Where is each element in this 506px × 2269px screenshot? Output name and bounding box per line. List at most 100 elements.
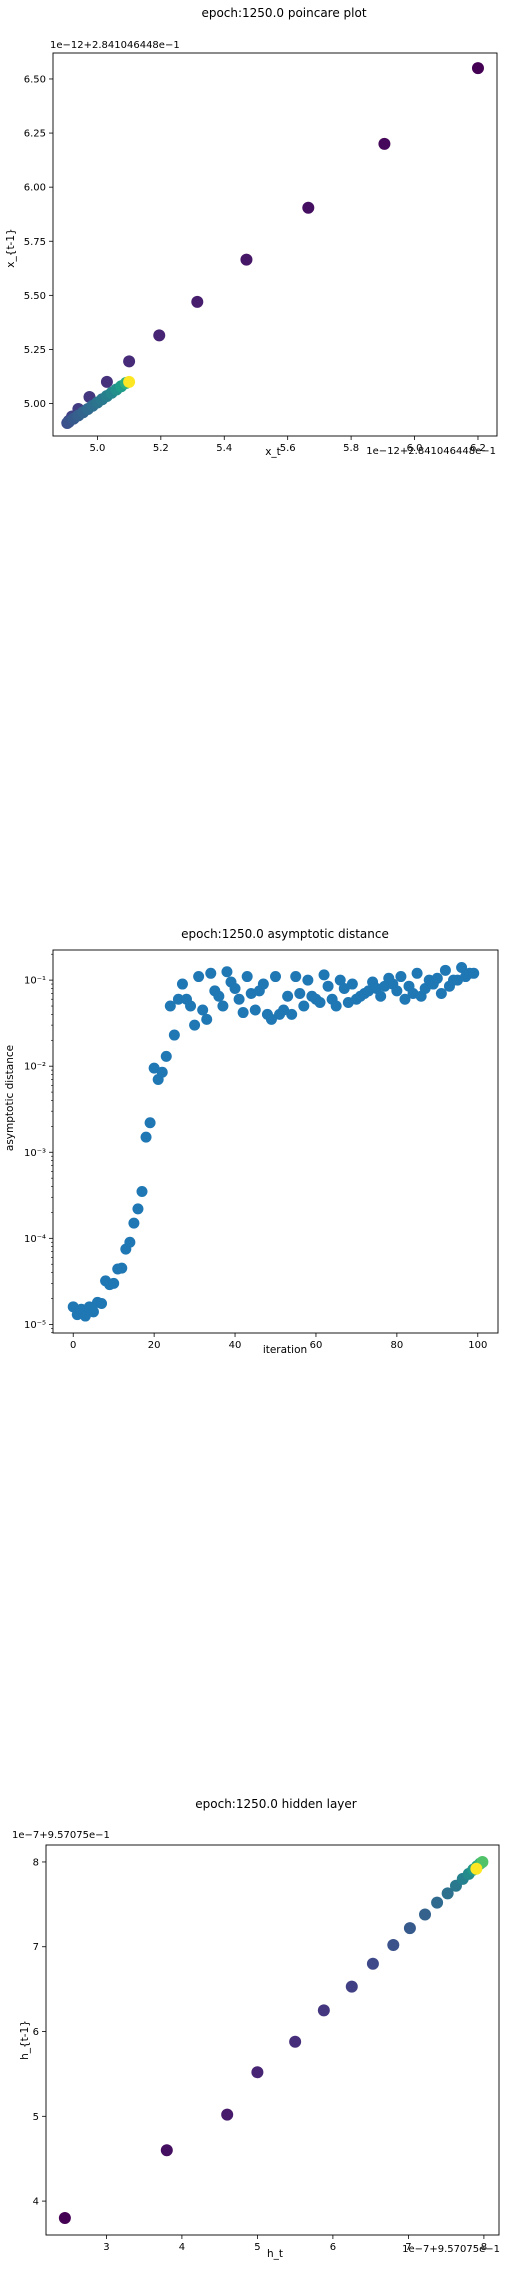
asymptotic-distance-point — [87, 1306, 99, 1318]
hidden-layer-point — [251, 2066, 264, 2079]
asymptotic-distance-point — [213, 990, 225, 1002]
hidden-layer-point — [470, 1862, 483, 1875]
hidden-layer-point — [58, 2212, 71, 2225]
asymptotic-distance-point — [346, 978, 358, 990]
hidden-layer-ytick-label: 7 — [33, 1942, 39, 1953]
hidden-layer-point — [221, 2108, 234, 2121]
hidden-layer-xtick-label: 8 — [481, 2242, 487, 2253]
hidden-layer-point — [317, 2004, 330, 2017]
asymptotic-distance-point — [411, 967, 423, 979]
asymptotic-distance-point — [148, 1062, 160, 1074]
poincare-point — [153, 329, 166, 342]
poincare-xlabel: x_t — [265, 446, 281, 458]
asymptotic-distance-point — [338, 982, 350, 994]
asymptotic-distance-point — [419, 982, 431, 994]
asymptotic-distance-point — [168, 1029, 180, 1041]
poincare-marks: 5.0 5.2 5.4 5.6 5.8 6.0 6.2 5.00 5.25 5.50 5.75 6.0… — [24, 62, 486, 454]
hidden-layer-point — [419, 1908, 432, 1921]
poincare-point — [123, 355, 136, 368]
asymptotic-distance-point — [108, 1277, 120, 1289]
hidden-layer-xlabel: h_t — [267, 2248, 283, 2260]
asymptotic-distance-point — [330, 1000, 342, 1012]
hidden-layer-point — [160, 2144, 173, 2157]
asymptotic-distance-point — [265, 1013, 277, 1025]
asymptotic-distance-xtick-label: 0 — [70, 1340, 76, 1351]
hidden-layer-xtick-label: 7 — [405, 2242, 411, 2253]
asymptotic-distance-point — [468, 967, 480, 979]
asymptotic-distance-point — [322, 980, 334, 992]
asymptotic-distance-point — [290, 971, 302, 983]
asymptotic-distance-xlabel: iteration — [263, 1344, 307, 1356]
poincare-point — [100, 375, 113, 388]
poincare-xtick-label: 5.0 — [89, 443, 105, 454]
asymptotic-distance-xtick-label: 100 — [468, 1340, 487, 1351]
asymptotic-distance-figure: epoch:1250.0 asymptotic distance asympto… — [4, 927, 499, 1356]
hidden-layer-ytick-label: 6 — [33, 2027, 39, 2038]
poincare-ytick-label: 6.25 — [24, 129, 46, 140]
asymptotic-distance-point — [257, 978, 269, 990]
asymptotic-distance-point — [205, 967, 217, 979]
hidden-layer-xtick-label: 4 — [179, 2242, 185, 2253]
poincare-ytick-label: 5.50 — [24, 291, 46, 302]
asymptotic-distance-point — [96, 1297, 108, 1309]
asymptotic-distance-point — [132, 1203, 144, 1215]
asymptotic-distance-point — [185, 1000, 197, 1012]
poincare-point — [471, 62, 484, 75]
hidden-layer-ytick-label: 5 — [33, 2112, 39, 2123]
asymptotic-distance-point — [318, 969, 330, 981]
asymptotic-distance-point — [124, 1236, 136, 1248]
hidden-layer-marks: 3 4 5 6 7 8 4 5 6 7 8 — [33, 1855, 489, 2253]
poincare-ytick-label: 6.50 — [24, 74, 46, 85]
asymptotic-distance-point — [229, 982, 241, 994]
poincare-plot-figure: epoch:1250.0 poincare plot 1e−12+2.84104… — [5, 6, 498, 458]
asymptotic-distance-ytick-label: 10⁻³ — [24, 1148, 46, 1159]
poincare-point — [240, 253, 253, 266]
poincare-xtick-label: 5.6 — [280, 443, 296, 454]
hidden-layer-y-offset: 1e−7+9.57075e−1 — [12, 1830, 110, 1841]
asymptotic-distance-ytick-label: 10⁻⁵ — [24, 1320, 46, 1331]
asymptotic-distance-point — [221, 966, 233, 978]
poincare-ylabel: x_{t-1} — [5, 228, 17, 267]
asymptotic-distance-ytick-label: 10⁻⁴ — [24, 1234, 46, 1245]
asymptotic-distance-point — [217, 1000, 229, 1012]
hidden-layer-point — [387, 1939, 400, 1952]
poincare-ytick-label: 5.25 — [24, 345, 46, 356]
poincare-xtick-label: 6.2 — [470, 443, 486, 454]
hidden-layer-ytick-label: 4 — [33, 2197, 39, 2208]
poincare-y-offset: 1e−12+2.841046448e−1 — [50, 40, 180, 51]
asymptotic-distance-point — [249, 1004, 261, 1016]
asymptotic-distance-point — [193, 971, 205, 983]
hidden-layer-plot-area — [45, 1844, 500, 2236]
poincare-ylabel-text: x_{t-1} — [5, 228, 17, 267]
asymptotic-distance-point — [241, 971, 253, 983]
asymptotic-distance-marks: 0 20 40 60 80 100 10⁻⁵ 10⁻⁴ 10⁻³ 10⁻² 10⁻¹ — [24, 953, 487, 1351]
asymptotic-distance-point — [399, 993, 411, 1005]
asymptotic-distance-point — [116, 1262, 128, 1274]
poincare-plot-title: epoch:1250.0 poincare plot — [201, 6, 366, 20]
asymptotic-distance-ytick-label: 10⁻² — [24, 1062, 46, 1073]
hidden-layer-point — [289, 2035, 302, 2048]
asymptotic-distance-point — [164, 1000, 176, 1012]
asymptotic-distance-point — [176, 978, 188, 990]
asymptotic-distance-point — [314, 996, 326, 1008]
asymptotic-distance-point — [79, 1310, 91, 1322]
asymptotic-distance-point — [156, 1066, 168, 1078]
hidden-layer-x-offset: 1e−7+9.57075e−1 — [402, 2244, 500, 2255]
asymptotic-distance-point — [136, 1185, 148, 1197]
asymptotic-distance-point — [278, 1004, 290, 1016]
asymptotic-distance-xtick-label: 20 — [148, 1340, 161, 1351]
asymptotic-distance-point — [298, 1000, 310, 1012]
asymptotic-distance-point — [237, 1007, 249, 1019]
poincare-xtick-label: 5.8 — [343, 443, 359, 454]
asymptotic-distance-point — [128, 1217, 140, 1229]
asymptotic-distance-xtick-label: 80 — [390, 1340, 403, 1351]
asymptotic-distance-point — [456, 962, 468, 974]
poincare-point — [191, 295, 204, 308]
asymptotic-distance-ytick-label: 10⁻¹ — [24, 976, 46, 987]
asymptotic-distance-point — [302, 974, 314, 986]
asymptotic-distance-point — [270, 971, 281, 983]
asymptotic-distance-point — [431, 972, 443, 984]
hidden-layer-point — [441, 1887, 454, 1900]
asymptotic-distance-point — [294, 987, 306, 999]
poincare-plot-area — [52, 52, 498, 437]
